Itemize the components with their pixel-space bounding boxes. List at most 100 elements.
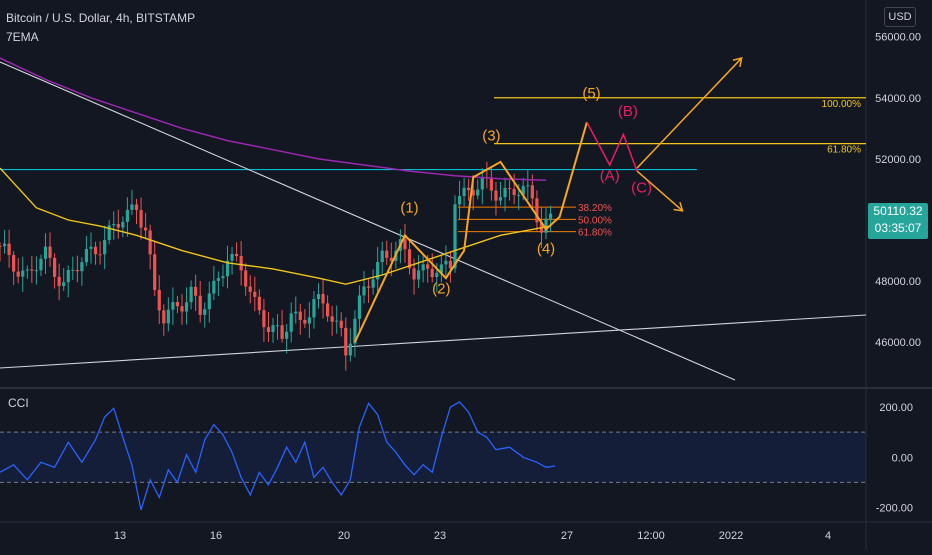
- candle: [112, 211, 116, 240]
- wave-label: (5): [582, 85, 600, 102]
- last-price: 50110.32: [873, 204, 923, 218]
- candle: [57, 263, 61, 301]
- candle: [348, 328, 352, 362]
- retracement-fib-label: 38.20%: [578, 203, 612, 214]
- candle-body: [389, 257, 393, 261]
- candle: [380, 241, 384, 276]
- candle: [216, 271, 220, 297]
- candle-body: [376, 262, 380, 280]
- candle: [353, 310, 357, 358]
- candle-body: [448, 260, 453, 269]
- currency-button[interactable]: USD: [884, 7, 916, 27]
- price-tick-label: 46000.00: [875, 337, 921, 349]
- candle: [280, 310, 284, 343]
- candle: [16, 258, 20, 284]
- candle: [171, 287, 175, 325]
- retracement-fib-label: 50.00%: [578, 215, 612, 226]
- time-tick-label: 12:00: [637, 530, 665, 542]
- candle: [80, 257, 84, 286]
- candle-body: [275, 325, 280, 327]
- candle-body: [271, 325, 275, 332]
- candle: [494, 182, 498, 216]
- candle: [439, 255, 443, 283]
- time-tick-label: 20: [338, 530, 350, 542]
- candle-body: [125, 209, 129, 222]
- candle: [444, 245, 448, 276]
- candle: [312, 290, 316, 329]
- wave-label: (2): [432, 280, 450, 297]
- candle: [39, 254, 43, 276]
- candle: [153, 241, 157, 296]
- candle: [225, 245, 230, 289]
- candle: [239, 241, 243, 286]
- candle-body: [184, 302, 189, 312]
- candle: [330, 305, 334, 336]
- candle-body: [371, 279, 375, 288]
- candle-body: [230, 253, 234, 261]
- time-tick-label: 27: [561, 530, 573, 542]
- candle: [180, 294, 184, 325]
- candle-body: [21, 270, 25, 277]
- candle-body: [16, 271, 20, 277]
- candle-body: [103, 240, 107, 255]
- candle-body: [253, 291, 257, 297]
- candle-body: [403, 239, 407, 250]
- candle: [271, 317, 275, 343]
- candle: [476, 179, 480, 200]
- cci-title: CCI: [8, 396, 29, 410]
- candle: [262, 298, 266, 343]
- candle-body: [467, 187, 471, 191]
- candle: [376, 246, 380, 293]
- candle: [385, 240, 389, 265]
- projection-arrow-down-head: [673, 201, 684, 212]
- wave-label: (1): [400, 199, 418, 216]
- candle: [71, 256, 75, 280]
- retracement-fib-label: 61.80%: [578, 228, 612, 239]
- price-tick-label: 56000.00: [875, 32, 921, 44]
- candle: [194, 274, 198, 312]
- candle-body: [321, 294, 325, 304]
- candle-body: [476, 189, 480, 196]
- indicator-label[interactable]: 7EMA: [6, 30, 39, 44]
- symbol-title[interactable]: Bitcoin / U.S. Dollar, 4h, BITSTAMP: [6, 11, 196, 25]
- candle: [84, 235, 89, 267]
- candle: [25, 265, 29, 279]
- candle-body: [157, 289, 161, 311]
- candle: [298, 303, 302, 335]
- time-tick-label: 2022: [719, 530, 743, 542]
- candle-body: [471, 190, 475, 196]
- candle-body: [207, 293, 211, 310]
- candle: [362, 271, 366, 304]
- candle: [244, 263, 248, 296]
- price-tick-label: 48000.00: [875, 276, 921, 288]
- candle-body: [53, 257, 57, 277]
- candle: [7, 229, 11, 268]
- candle-body: [216, 278, 220, 281]
- candle-body: [412, 268, 416, 280]
- time-tick-label: 4: [825, 530, 831, 542]
- candle: [548, 205, 553, 233]
- candle: [139, 197, 143, 240]
- candle-body: [116, 224, 120, 228]
- candle-body: [266, 327, 271, 332]
- candle-body: [385, 250, 389, 258]
- cci-tick-label: 200.00: [879, 402, 913, 414]
- candle: [89, 232, 93, 264]
- candle: [230, 246, 234, 275]
- candle: [294, 296, 298, 324]
- candle: [207, 281, 211, 323]
- candle: [448, 250, 453, 283]
- candle: [235, 242, 239, 262]
- candle-body: [180, 306, 184, 312]
- candle-body: [489, 177, 493, 191]
- candle: [134, 198, 139, 225]
- candle: [326, 295, 330, 322]
- candle-body: [25, 269, 29, 271]
- candle-body: [84, 248, 89, 263]
- projection-arrow-up-head: [732, 57, 743, 68]
- candle-body: [307, 317, 311, 324]
- wave-label: (3): [482, 128, 500, 145]
- candle: [221, 264, 225, 287]
- cci-band-fill: [0, 432, 866, 483]
